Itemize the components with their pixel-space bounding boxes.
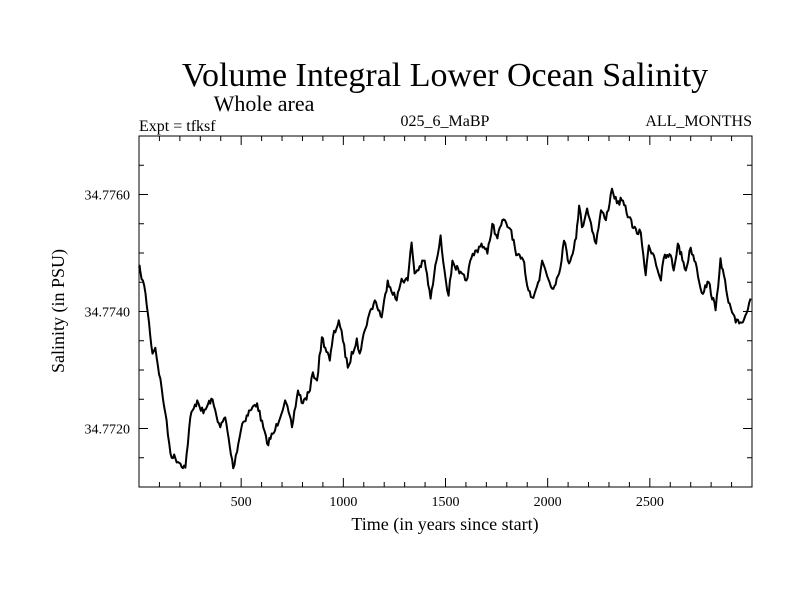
- y-tick-label: 34.7760: [85, 189, 131, 204]
- axis-ticks: [139, 136, 752, 487]
- months-label: ALL_MONTHS: [645, 113, 752, 130]
- y-tick-label: 34.7720: [85, 423, 131, 438]
- x-tick-label: 1000: [329, 495, 357, 510]
- x-tick-label: 2000: [534, 495, 562, 510]
- chart-title: Volume Integral Lower Ocean Salinity: [182, 57, 708, 94]
- experiment-label: Expt = tfksf: [139, 118, 216, 135]
- x-tick-label: 1500: [432, 495, 460, 510]
- chart-subtitle: Whole area: [214, 91, 315, 116]
- y-tick-label: 34.7740: [85, 306, 131, 321]
- plot-frame: [138, 135, 753, 488]
- x-tick-label: 500: [231, 495, 252, 510]
- x-tick-label: 2500: [636, 495, 664, 510]
- salinity-series-line: [138, 187, 752, 470]
- y-axis-label: Salinity (in PSU): [48, 249, 69, 373]
- y-tick-labels: 34.7720 34.7740 34.7760: [85, 189, 131, 438]
- run-label: 025_6_MaBP: [401, 113, 490, 130]
- x-tick-labels: 500 1000 1500 2000 2500: [231, 495, 664, 510]
- x-axis-label: Time (in years since start): [351, 514, 538, 535]
